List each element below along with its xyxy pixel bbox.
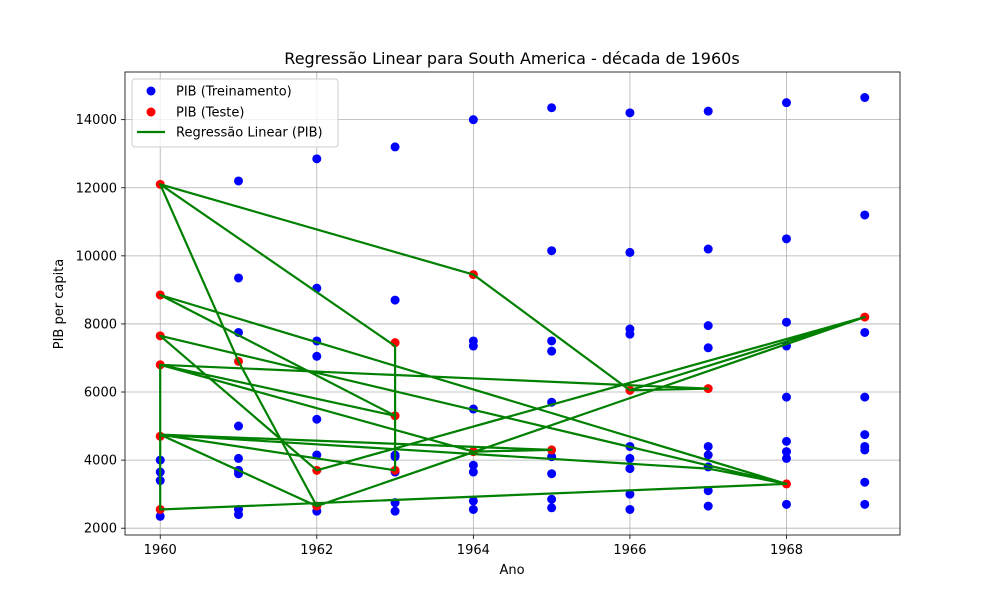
legend: PIB (Treinamento) PIB (Teste) Regressão Li… (131, 78, 339, 148)
train-point (703, 486, 713, 496)
train-point (781, 98, 791, 108)
train-point (781, 234, 791, 244)
train-point (781, 436, 791, 446)
y-tick-label: 10000 (76, 249, 117, 264)
y-tick-label: 6000 (84, 386, 117, 401)
regression-line (159, 183, 866, 511)
train-point (468, 496, 478, 506)
train-point (703, 106, 713, 116)
train-point (468, 115, 478, 125)
y-tick-label: 4000 (84, 454, 117, 469)
train-point (468, 460, 478, 470)
train-point (234, 273, 244, 283)
train-point (234, 176, 244, 186)
train-point (390, 295, 400, 305)
chart-title: Regressão Linear para South America - dé… (284, 49, 739, 68)
train-point (625, 324, 635, 334)
train-point (547, 503, 557, 513)
train-point (781, 499, 791, 509)
train-point (625, 489, 635, 499)
train-point (547, 246, 557, 256)
train-point (547, 103, 557, 113)
y-tick-label: 2000 (84, 522, 117, 537)
train-point (781, 392, 791, 402)
train-point (312, 154, 322, 164)
train-point (468, 504, 478, 514)
train-point (547, 469, 557, 479)
train-point (703, 321, 713, 331)
train-point (703, 501, 713, 511)
train-point (860, 392, 870, 402)
x-tick-label: 1964 (457, 543, 490, 558)
train-point (390, 506, 400, 516)
train-point (703, 441, 713, 451)
train-point (547, 494, 557, 504)
train-point (625, 464, 635, 474)
train-point (860, 210, 870, 220)
train-point (860, 93, 870, 103)
x-tick-label: 1968 (770, 543, 803, 558)
y-axis-label: PIB per capita (52, 259, 67, 350)
train-point (155, 511, 165, 521)
legend-entry-1: PIB (Treinamento) (176, 85, 292, 100)
train-point (625, 247, 635, 257)
train-point (625, 453, 635, 463)
train-point (860, 477, 870, 487)
train-point (860, 499, 870, 509)
legend-box (131, 78, 339, 148)
legend-entry-2: PIB (Teste) (176, 106, 244, 121)
train-point (312, 351, 322, 361)
train-point (703, 450, 713, 460)
y-tick-label: 14000 (76, 113, 117, 128)
train-point (234, 421, 244, 431)
train-point (234, 453, 244, 463)
x-axis-label: Ano (499, 563, 524, 578)
train-point (547, 336, 557, 346)
legend-train-marker (146, 86, 156, 96)
train-point (625, 504, 635, 514)
y-tick-label: 8000 (84, 317, 117, 332)
train-point (781, 317, 791, 327)
x-tick-label: 1962 (300, 543, 333, 558)
train-point (860, 430, 870, 440)
legend-test-marker (146, 107, 156, 117)
train-point (703, 244, 713, 254)
axes-frame (124, 71, 901, 536)
train-point (781, 453, 791, 463)
train-point (312, 414, 322, 424)
train-point (860, 441, 870, 451)
train-point (781, 447, 791, 457)
train-point (468, 336, 478, 346)
x-tick-label: 1966 (613, 543, 646, 558)
y-tick-label: 12000 (76, 181, 117, 196)
plot-area: 1960 1962 1964 1966 1968 2000 4000 6000 8000 1000… (76, 71, 901, 558)
train-point (547, 346, 557, 356)
train-point (703, 343, 713, 353)
train-point (625, 108, 635, 118)
train-point (390, 142, 400, 152)
train-point (468, 467, 478, 477)
train-point (860, 327, 870, 337)
legend-entry-3: Regressão Linear (PIB) (176, 126, 323, 141)
x-tick-label: 1960 (144, 543, 177, 558)
